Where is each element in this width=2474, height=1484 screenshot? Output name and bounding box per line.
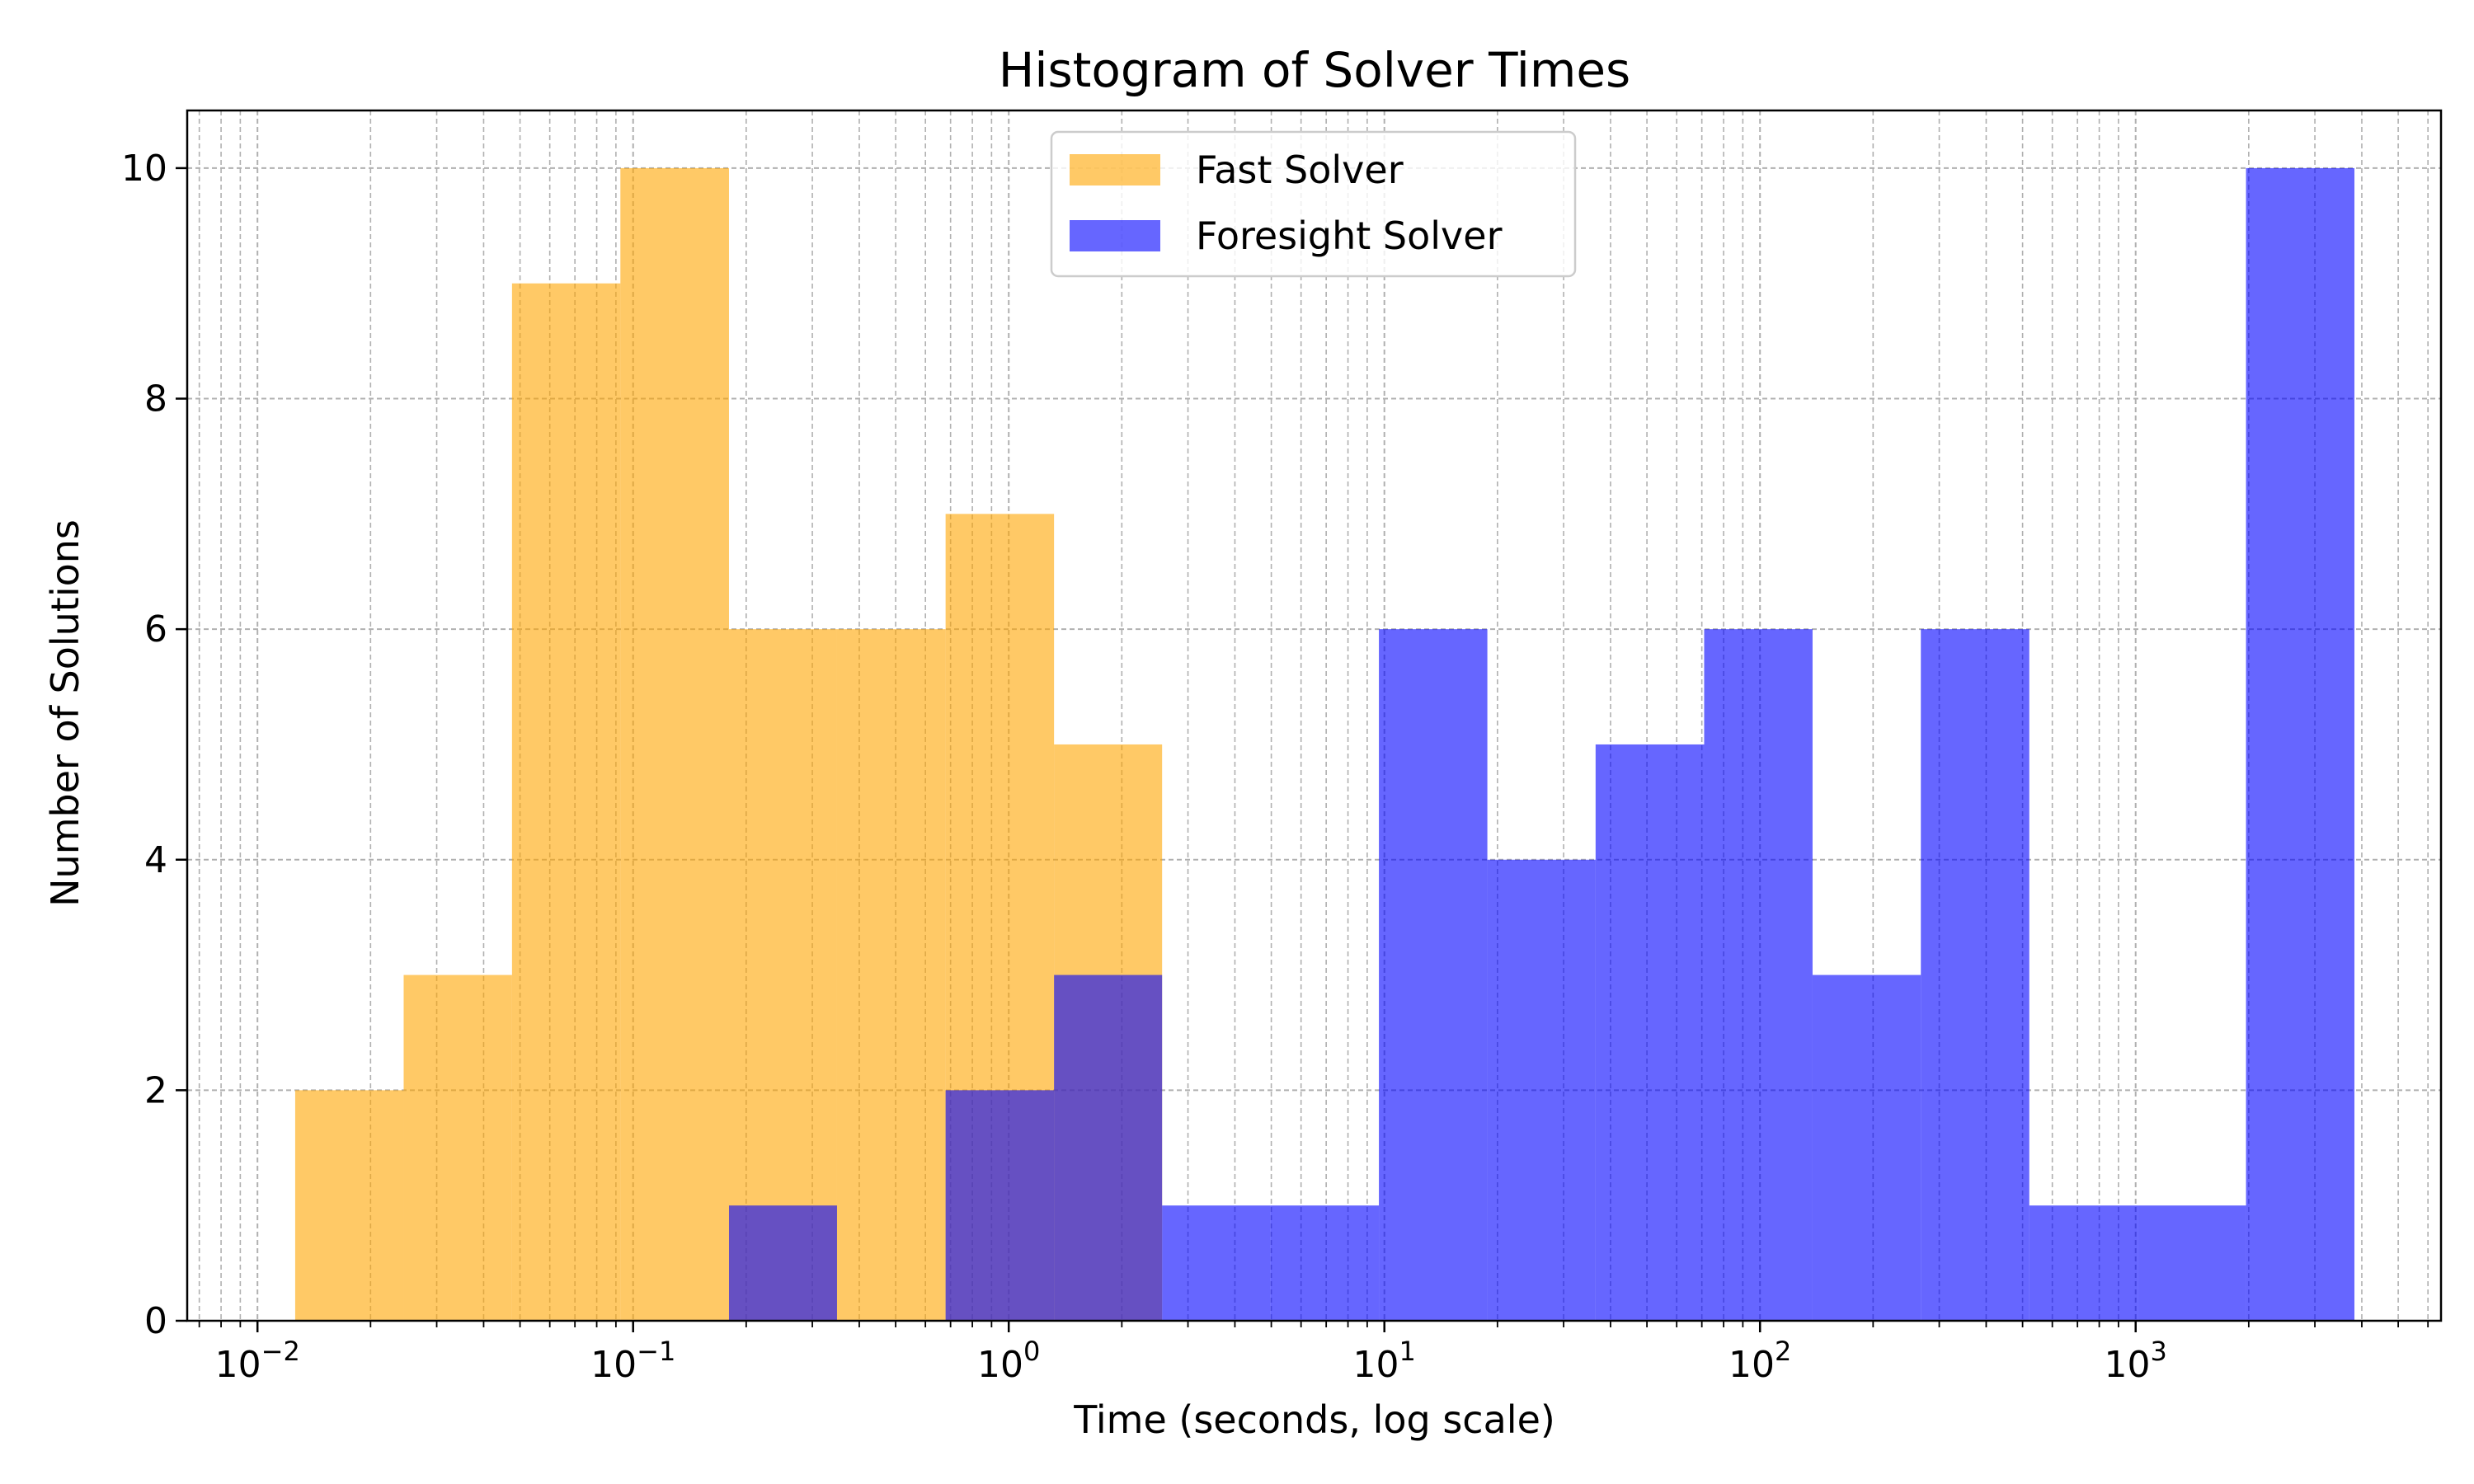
bar-foresight-solver — [1704, 629, 1813, 1321]
x-tick-label: 100 — [977, 1336, 1040, 1386]
bar-foresight-solver — [1270, 1205, 1380, 1321]
y-tick-label: 0 — [144, 1300, 167, 1342]
bar-fast-solver — [836, 629, 946, 1321]
bar-foresight-solver — [1054, 974, 1163, 1321]
axis-ticks: 0 2 4 6 8 10 10−2 10−1 100 101 102 103 — [121, 148, 2429, 1386]
y-tick-label: 10 — [121, 148, 167, 190]
bar-foresight-solver — [1921, 629, 2030, 1321]
bar-foresight-solver — [1487, 859, 1596, 1321]
legend-box — [1050, 130, 1577, 278]
bar-foresight-solver — [2138, 1205, 2246, 1321]
y-tick-label: 6 — [144, 608, 167, 650]
x-tick-label: 103 — [2105, 1336, 2167, 1386]
bar-foresight-solver — [728, 1205, 837, 1321]
x-tick-label: 101 — [1353, 1336, 1416, 1386]
x-tick-label: 10−2 — [215, 1336, 300, 1386]
legend-swatch-foresight-solver — [1070, 220, 1160, 251]
histogram-bars — [294, 167, 2355, 1321]
x-tick-label: 102 — [1729, 1336, 1791, 1386]
chart-title: Histogram of Solver Times — [999, 42, 1631, 98]
plot-frame — [186, 109, 2443, 1322]
x-tick-label: 10−1 — [590, 1336, 675, 1386]
bar-foresight-solver — [945, 1090, 1055, 1321]
bar-foresight-solver — [1379, 629, 1488, 1321]
legend-label-fast-solver: Fast Solver — [1196, 148, 1404, 192]
y-tick-label: 4 — [144, 839, 167, 881]
bar-fast-solver — [403, 974, 512, 1321]
bar-fast-solver — [620, 167, 729, 1321]
bar-fast-solver — [511, 283, 621, 1321]
y-axis-label: Number of Solutions — [43, 519, 87, 907]
bar-foresight-solver — [1595, 744, 1705, 1321]
legend-label-foresight-solver: Foresight Solver — [1196, 214, 1503, 258]
legend-swatch-fast-solver — [1070, 154, 1160, 186]
bar-foresight-solver — [2029, 1205, 2138, 1321]
x-axis-label: Time (seconds, log scale) — [1073, 1397, 1555, 1442]
legend: Fast Solver Foresight Solver — [1050, 130, 1577, 278]
y-tick-label: 2 — [144, 1069, 167, 1111]
y-tick-label: 8 — [144, 378, 167, 420]
bar-foresight-solver — [2246, 167, 2355, 1321]
bar-foresight-solver — [1162, 1205, 1271, 1321]
bar-fast-solver — [294, 1090, 404, 1321]
bar-foresight-solver — [1812, 974, 1921, 1321]
